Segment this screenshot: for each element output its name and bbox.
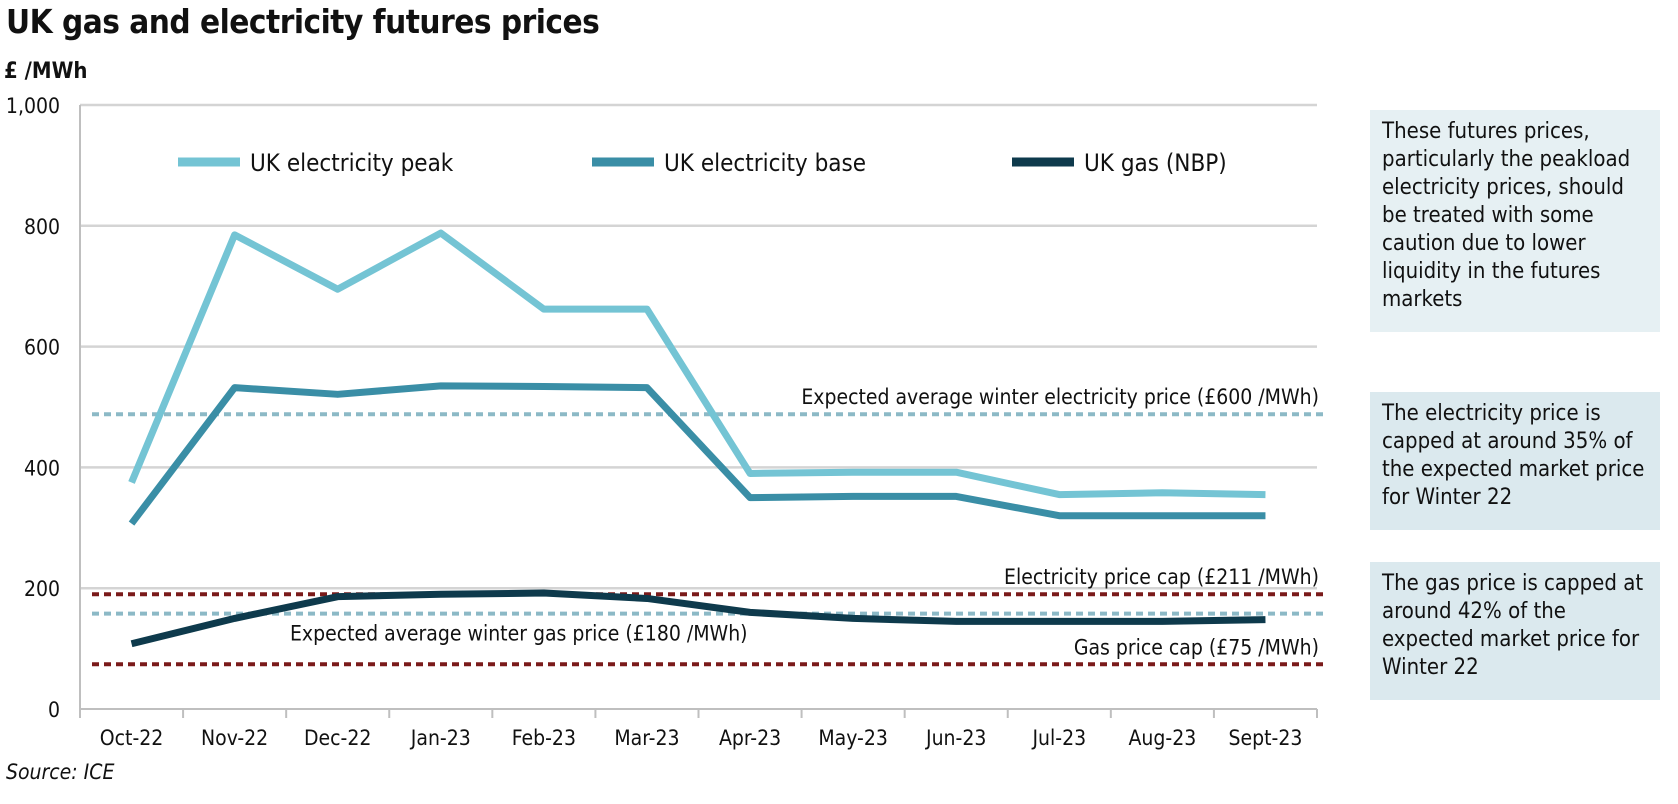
x-tick-label: Jan-23 <box>410 726 471 750</box>
x-tick-label: Oct-22 <box>100 726 164 750</box>
series-lines <box>128 229 1266 648</box>
legend: UK electricity peak UK electricity base UK… <box>178 149 1227 177</box>
y-tick-label: 800 <box>24 215 60 239</box>
y-tick-label: 400 <box>24 456 60 480</box>
gridlines <box>80 103 1317 590</box>
y-tick-label: 1,000 <box>6 94 60 118</box>
x-tick-label: Jun-23 <box>925 726 986 750</box>
source-note: Source: ICE <box>6 760 115 784</box>
legend-label: UK gas (NBP) <box>1084 149 1227 177</box>
reference-line-label: Expected average winter gas price (£180 … <box>290 622 748 646</box>
x-tick-label: Feb-23 <box>512 726 576 750</box>
note-liquidity: These futures prices, particularly the p… <box>1370 110 1660 332</box>
chart-plot: 0 200 400 600 800 1,000 £ /MWh Oct-22 Nov-22 Dec-… <box>4 59 1323 750</box>
x-tick-label: Jul-23 <box>1031 726 1086 750</box>
x-tick-label: Dec-22 <box>304 726 371 750</box>
y-axis-label: £ /MWh <box>4 59 88 84</box>
y-tick-label: 200 <box>24 577 60 601</box>
x-tick-label: Nov-22 <box>201 726 268 750</box>
x-tick-label: Aug-23 <box>1129 726 1197 750</box>
series-line <box>128 229 1266 499</box>
chart-title: UK gas and electricity futures prices <box>6 2 600 41</box>
x-tick-label: May-23 <box>818 726 888 750</box>
axes: 0 200 400 600 800 1,000 £ /MWh Oct-22 Nov-22 Dec-… <box>4 59 1318 750</box>
y-tick-label: 0 <box>48 698 60 722</box>
x-tick-label: Mar-23 <box>614 726 679 750</box>
y-tick-label: 600 <box>24 336 60 360</box>
series-line <box>130 589 1266 648</box>
note-electricity-cap: The electricity price is capped at aroun… <box>1370 392 1660 530</box>
note-gas-cap: The gas price is capped at around 42% of… <box>1370 562 1660 700</box>
x-tick-label: Apr-23 <box>719 726 781 750</box>
series-line <box>128 382 1266 526</box>
reference-line-label: Gas price cap (£75 /MWh) <box>1074 635 1319 659</box>
legend-label: UK electricity base <box>664 149 866 177</box>
x-tick-label: Sept-23 <box>1229 726 1303 750</box>
reference-line-label: Expected average winter electricity pric… <box>801 385 1319 409</box>
reference-lines: Expected average winter electricity pric… <box>92 385 1323 667</box>
reference-line-label: Electricity price cap (£211 /MWh) <box>1004 565 1319 589</box>
legend-label: UK electricity peak <box>250 149 454 177</box>
